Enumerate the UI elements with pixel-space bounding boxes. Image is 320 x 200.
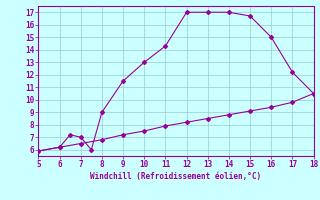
X-axis label: Windchill (Refroidissement éolien,°C): Windchill (Refroidissement éolien,°C) xyxy=(91,172,261,181)
